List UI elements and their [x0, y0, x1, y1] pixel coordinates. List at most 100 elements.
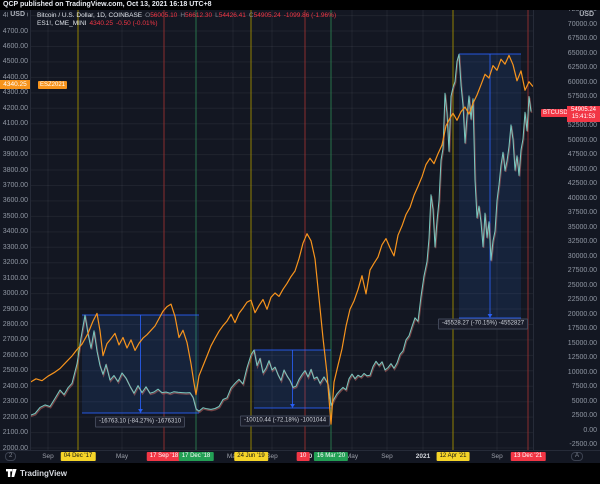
left-axis-tick: 4000.00 [2, 135, 28, 143]
right-axis-tick: 30000.00 [567, 252, 597, 260]
left-axis-tick: 4200.00 [2, 104, 28, 112]
legend-row-es[interactable]: ES1!, CME_MINI 4340.25 -0.50 (-0.01%) [37, 20, 339, 28]
tradingview-logo-icon [6, 469, 17, 477]
left-price-axis[interactable]: USD 4800.004700.004600.004500.004400.004… [0, 10, 30, 450]
time-axis-label: May [115, 453, 129, 460]
right-axis-tick: 65000.00 [567, 49, 597, 57]
right-axis-tick: 57500.00 [567, 93, 597, 100]
left-axis-tick: 2100.00 [2, 429, 28, 437]
right-axis-tick: 22500.00 [567, 296, 597, 303]
left-axis-tick: 4600.00 [2, 42, 28, 50]
time-axis-label: May [226, 453, 240, 460]
event-date-chip[interactable]: 24 Jun '19 [234, 451, 268, 461]
es-change-value: -0.50 (-0.01%) [115, 20, 158, 27]
tradingview-logo-text: TradingView [20, 469, 67, 478]
es-contract-tag: ESZ2021 [38, 81, 68, 89]
left-axis-tick: 3200.00 [2, 259, 28, 267]
es-last-price-label: 4340.25 [0, 80, 30, 89]
left-axis-tick: 3100.00 [2, 274, 28, 282]
es1-series-line[interactable] [30, 54, 533, 425]
left-axis-tick: 2200.00 [2, 413, 28, 421]
es-last-value: 4340.25 [89, 20, 113, 27]
right-axis-tick: 27500.00 [567, 267, 597, 274]
left-axis-tick: 2400.00 [2, 382, 28, 390]
right-axis-tick: 42500.00 [567, 180, 597, 187]
left-axis-tick: 3300.00 [2, 243, 28, 251]
right-axis-tick: 2500.00 [571, 412, 597, 419]
event-date-chip[interactable]: 04 Dec '17 [60, 451, 96, 461]
legend-row-btc[interactable]: Bitcoin / U.S. Dollar, 1D, COINBASE O5600… [37, 12, 339, 20]
bottom-bar [0, 463, 600, 484]
price-range-label[interactable]: -10010.44 (-72.18%) -1001044 [239, 415, 331, 427]
legend: Bitcoin / U.S. Dollar, 1D, COINBASE O5600… [37, 12, 339, 28]
right-axis-tick: 35000.00 [567, 223, 597, 231]
right-axis-tick: 20000.00 [567, 310, 597, 318]
right-axis-tick: 50000.00 [567, 136, 597, 144]
time-axis[interactable]: SepMayMaySep2020MaySep2021Sep04 Dec '171… [0, 451, 600, 463]
btc-symbol-title[interactable]: Bitcoin / U.S. Dollar, 1D, COINBASE [37, 12, 143, 19]
btc-countdown: 15:41:53 [571, 114, 596, 120]
time-axis-label: Sep [491, 453, 503, 460]
event-date-chip[interactable]: 17 Sep '18 [146, 451, 182, 461]
time-axis-label: Sep [266, 453, 278, 460]
left-axis-tick: 4700.00 [2, 27, 28, 35]
left-scale-button[interactable]: 2 [5, 452, 17, 461]
right-axis-tick: 12500.00 [567, 354, 597, 361]
left-axis-tick: 4100.00 [2, 120, 28, 128]
right-axis-tick: 7500.00 [571, 383, 597, 390]
btcusd-series-line[interactable] [30, 53, 532, 416]
left-axis-tick: 2000.00 [2, 444, 28, 450]
left-axis-tick: 2600.00 [2, 351, 28, 359]
event-date-chip[interactable]: 12 Apr '21 [436, 451, 470, 461]
right-axis-tick: 52500.00 [567, 122, 597, 129]
right-axis-tick: 25000.00 [567, 281, 597, 289]
left-axis-tick: 4500.00 [2, 58, 28, 66]
left-axis-tick: 4400.00 [2, 73, 28, 81]
price-range-arrowhead [138, 409, 143, 413]
ohlc-high-value: 56612.30 [185, 12, 213, 19]
time-axis-label: 2021 [415, 453, 431, 460]
right-axis-tick: 32500.00 [567, 238, 597, 245]
right-axis-tick: 45000.00 [567, 165, 597, 173]
left-axis-unit: USD [8, 11, 27, 18]
event-date-chip[interactable]: 10 [296, 451, 310, 461]
left-axis-tick: 2700.00 [2, 336, 28, 344]
ohlc-open-value: 56005.10 [150, 12, 178, 19]
right-price-axis[interactable]: USD 72500.0070000.0067500.0065000.006250… [534, 10, 600, 450]
event-date-chip[interactable]: 13 Dec '21 [510, 451, 546, 461]
right-axis-tick: 67500.00 [567, 35, 597, 42]
left-axis-tick: 3700.00 [2, 181, 28, 189]
time-axis-label: Sep [381, 453, 393, 460]
event-date-chip[interactable]: 16 Mar '20 [313, 451, 349, 461]
left-axis-tick: 3800.00 [2, 166, 28, 174]
right-axis-tick: 0.00 [583, 426, 597, 434]
price-range-arrowhead [487, 314, 493, 318]
tradingview-logo[interactable]: TradingView [6, 468, 67, 479]
right-axis-tick: -2500.00 [569, 441, 597, 448]
ohlc-open-key: O [145, 12, 151, 19]
right-axis-tick: 15000.00 [567, 339, 597, 347]
price-range-label[interactable]: -45528.27 (-70.15%) -4552827 [437, 318, 529, 330]
right-axis-tick: 17500.00 [567, 325, 597, 332]
right-axis-tick: 10000.00 [567, 368, 597, 376]
es-symbol-title[interactable]: ES1!, CME_MINI [37, 20, 87, 27]
right-axis-separator [533, 10, 534, 463]
event-date-chip[interactable]: 17 Dec '18 [178, 451, 214, 461]
price-range-label[interactable]: -16763.10 (-84.27%) -1676310 [94, 416, 186, 428]
left-axis-tick: 2300.00 [2, 398, 28, 406]
plot-area[interactable] [30, 10, 533, 450]
left-axis-tick: 2900.00 [2, 305, 28, 313]
publish-bar: QCP published on TradingView.com, Oct 13… [0, 0, 600, 10]
auto-scale-button[interactable]: A [571, 452, 584, 461]
btc-change-value: -1099.86 (-1.96%) [283, 12, 337, 19]
left-axis-tick: 3900.00 [2, 151, 28, 159]
btc-last-price-label: 54905.24 15:41:53 [567, 106, 600, 122]
publish-text: QCP published on TradingView.com, Oct 13… [3, 1, 212, 8]
ohlc-low-value: 54426.41 [218, 12, 246, 19]
right-axis-tick: 37500.00 [567, 209, 597, 216]
left-axis-tick: 3600.00 [2, 197, 28, 205]
time-axis-label: May [345, 453, 359, 460]
left-axis-tick: 2800.00 [2, 320, 28, 328]
ohlc-low-key: L [215, 12, 219, 19]
